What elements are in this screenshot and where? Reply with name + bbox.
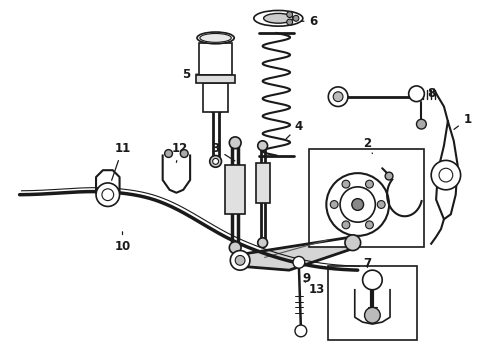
Circle shape — [352, 199, 364, 210]
Circle shape — [258, 238, 268, 248]
Circle shape — [377, 201, 385, 208]
Text: 3: 3 — [212, 142, 235, 161]
FancyBboxPatch shape — [196, 75, 235, 83]
Text: 6: 6 — [300, 15, 318, 28]
Text: 1: 1 — [454, 113, 471, 129]
Circle shape — [293, 256, 305, 268]
Text: 9: 9 — [295, 259, 311, 284]
Text: 10: 10 — [114, 232, 131, 253]
Circle shape — [326, 173, 389, 236]
Ellipse shape — [197, 32, 234, 44]
Text: 12: 12 — [171, 142, 188, 162]
Circle shape — [328, 87, 348, 107]
Ellipse shape — [264, 13, 293, 23]
Circle shape — [363, 270, 382, 290]
Text: 4: 4 — [286, 120, 303, 139]
Circle shape — [229, 242, 241, 253]
Circle shape — [258, 141, 268, 150]
Text: 13: 13 — [304, 281, 325, 296]
Circle shape — [165, 150, 172, 157]
Text: 2: 2 — [364, 137, 372, 153]
Circle shape — [416, 119, 426, 129]
Circle shape — [287, 19, 293, 25]
Circle shape — [439, 168, 453, 182]
Circle shape — [330, 201, 338, 208]
Text: 5: 5 — [182, 68, 198, 81]
Circle shape — [287, 12, 293, 18]
Circle shape — [342, 180, 350, 188]
Circle shape — [96, 183, 120, 206]
Circle shape — [230, 251, 250, 270]
Circle shape — [366, 221, 373, 229]
FancyBboxPatch shape — [225, 165, 245, 214]
Circle shape — [431, 161, 461, 190]
Circle shape — [333, 92, 343, 102]
Text: 8: 8 — [419, 87, 435, 100]
Circle shape — [180, 150, 188, 157]
Circle shape — [409, 86, 424, 102]
Circle shape — [342, 221, 350, 229]
Circle shape — [366, 180, 373, 188]
Ellipse shape — [254, 10, 303, 26]
Circle shape — [213, 158, 219, 164]
Bar — [328, 266, 416, 340]
Text: 7: 7 — [364, 257, 371, 270]
Bar — [309, 149, 424, 247]
Circle shape — [293, 15, 299, 21]
Circle shape — [102, 189, 114, 201]
Circle shape — [365, 307, 380, 323]
Circle shape — [295, 325, 307, 337]
Polygon shape — [240, 237, 353, 270]
FancyBboxPatch shape — [203, 83, 228, 112]
FancyBboxPatch shape — [199, 43, 232, 75]
Circle shape — [385, 172, 393, 180]
Circle shape — [345, 235, 361, 251]
Circle shape — [229, 137, 241, 149]
Circle shape — [235, 256, 245, 265]
Circle shape — [210, 156, 221, 167]
FancyBboxPatch shape — [256, 163, 270, 203]
Circle shape — [340, 187, 375, 222]
Text: 11: 11 — [112, 142, 131, 180]
